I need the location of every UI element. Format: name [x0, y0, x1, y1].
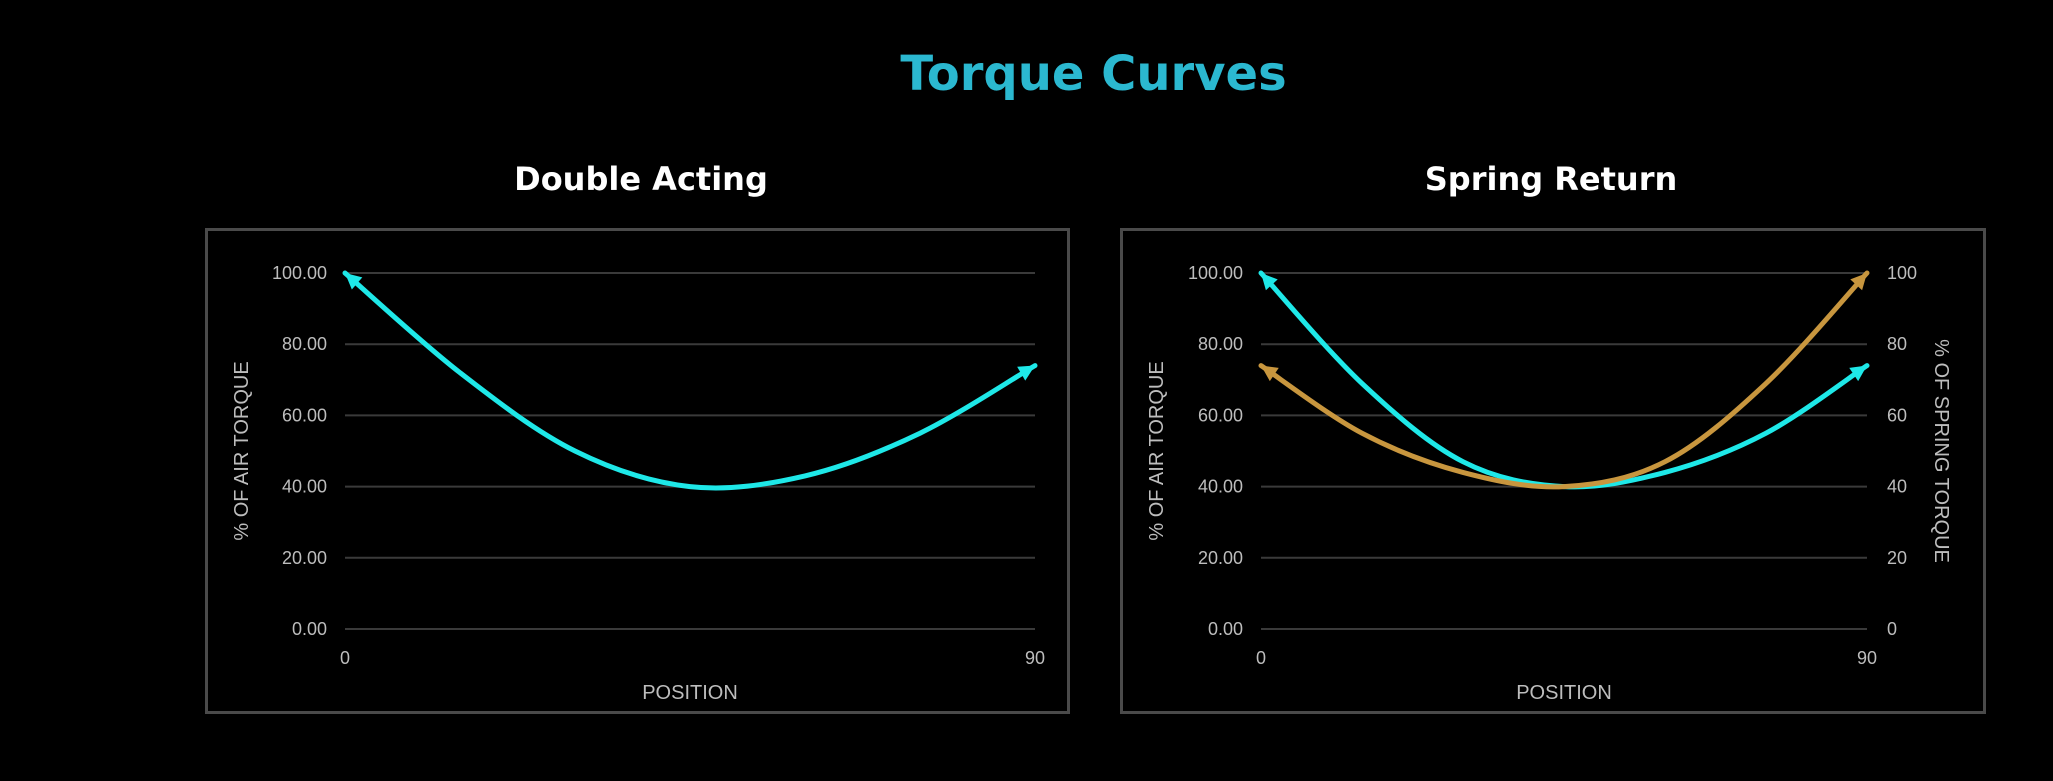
y-tick-label: 0.00 [1208, 619, 1243, 639]
chart-panel-double-acting: 0.00 20.00 40.00 60.00 80.00 100.00 0 90 POSITIO… [205, 228, 1070, 714]
x-tick-label: 0 [340, 648, 350, 668]
series-line-0 [1258, 270, 1870, 490]
x-tick-label: 90 [1857, 648, 1877, 668]
y-tick-label: 0.00 [292, 619, 327, 639]
y-tick-label: 60.00 [1198, 405, 1243, 425]
y2-tick-label: 60 [1887, 405, 1907, 425]
chart-title-double-acting: Double Acting [514, 160, 768, 198]
y2-axis-title: % OF SPRING TORQUE [1930, 339, 1952, 563]
y-tick-label: 80.00 [282, 334, 327, 354]
series-arrow-start-0 [1261, 273, 1278, 291]
y2-tick-label: 20 [1887, 548, 1907, 568]
y2-tick-label: 80 [1887, 334, 1907, 354]
y-tick-label: 60.00 [282, 405, 327, 425]
series-arrow-end-0 [1849, 365, 1867, 382]
y-axis-title: % OF AIR TORQUE [1146, 361, 1168, 540]
y-tick-label: 80.00 [1198, 334, 1243, 354]
x-tick-label: 0 [1256, 648, 1266, 668]
y2-tick-label: 40 [1887, 477, 1907, 497]
y-tick-label: 40.00 [1198, 477, 1243, 497]
y2-tick-label: 100 [1887, 263, 1917, 283]
chart-title-spring-return: Spring Return [1424, 160, 1678, 198]
y-tick-label: 100.00 [1188, 263, 1243, 283]
series-arrow-end-1 [1850, 273, 1867, 291]
y-tick-label: 100.00 [272, 263, 327, 283]
x-axis-title: POSITION [642, 682, 738, 704]
y-tick-label: 20.00 [282, 548, 327, 568]
series-arrow-start-1 [1261, 365, 1279, 382]
series-arrow-start-0 [345, 273, 363, 290]
y-axis-title: % OF AIR TORQUE [231, 361, 253, 540]
x-axis-title: POSITION [1516, 682, 1612, 704]
y2-tick-label: 0 [1887, 619, 1897, 639]
series-arrow-end-0 [1017, 365, 1035, 381]
chart-panel-spring-return: 0.00 20.00 40.00 60.00 80.00 100.00 0 20 40 60 80 1… [1120, 228, 1986, 714]
x-tick-label: 90 [1025, 648, 1045, 668]
y-tick-label: 20.00 [1198, 548, 1243, 568]
page-title: Torque Curves [900, 46, 1287, 102]
double-acting-chart: 0.00 20.00 40.00 60.00 80.00 100.00 0 90 POSITIO… [231, 263, 1045, 704]
series-line-1 [1258, 270, 1870, 490]
spring-return-chart: 0.00 20.00 40.00 60.00 80.00 100.00 0 20 40 60 80 1… [1146, 263, 1952, 704]
y-tick-label: 40.00 [282, 477, 327, 497]
series-line-0 [342, 270, 1038, 491]
